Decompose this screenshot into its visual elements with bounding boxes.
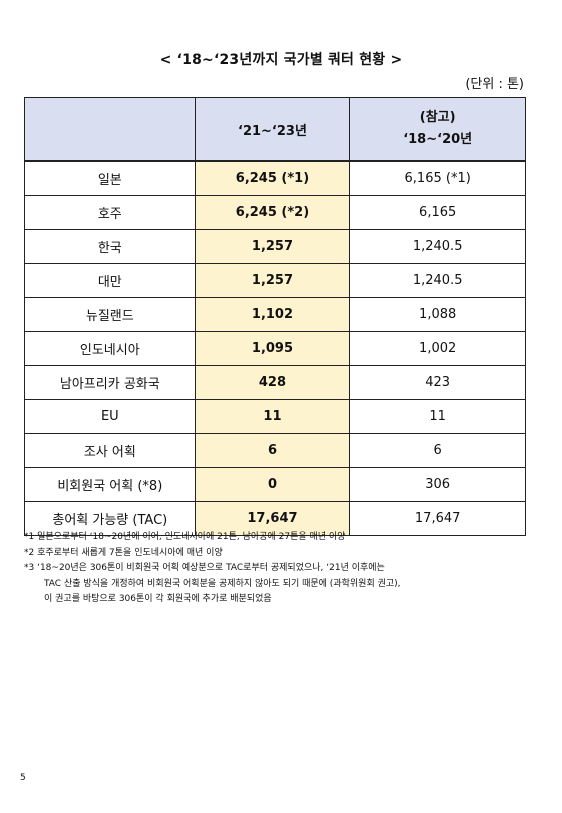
header-reference-years: ‘18~‘20년: [403, 132, 473, 147]
country-cell: 호주: [24, 195, 196, 230]
quota-2018-2020-cell: 1,240.5: [349, 229, 526, 264]
quota-2021-2023-cell: 1,257: [194, 263, 351, 298]
table-row: 대만 1,257 1,240.5: [24, 263, 526, 298]
header-2021-2023: ‘21~‘23년: [194, 97, 351, 162]
table-row: 일본 6,245 (*1) 6,165 (*1): [24, 160, 526, 196]
country-cell: 대만: [24, 263, 196, 298]
quota-2021-2023-cell: 0: [194, 467, 351, 502]
country-cell: 일본: [24, 160, 196, 196]
quota-2018-2020-cell: 306: [349, 467, 526, 502]
table-row: 호주 6,245 (*2) 6,165: [24, 195, 526, 230]
footnote-1: *1 일본으로부터 ‘18~20년에 이어, 인도네시아에 21톤, 남아공에 …: [24, 532, 346, 542]
table-row: 남아프리카 공화국 428 423: [24, 365, 526, 400]
table-row: 비회원국 어획 (*8) 0 306: [24, 467, 526, 502]
quota-2018-2020-cell: 1,002: [349, 331, 526, 366]
quota-2018-2020-cell: 6,165 (*1): [349, 160, 526, 196]
country-cell: EU: [24, 399, 196, 434]
document-title: < ‘18~‘23년까지 국가별 쿼터 현황 >: [159, 52, 403, 68]
table-row: 한국 1,257 1,240.5: [24, 229, 526, 264]
footnote-2: *2 호주로부터 새롭게 7톤을 인도네시아에 매년 이양: [24, 547, 223, 558]
table-row: 조사 어획 6 6: [24, 433, 526, 468]
unit-label: (단위 : 톤): [465, 77, 524, 92]
footnotes: *1 일본으로부터 ‘18~20년에 이어, 인도네시아에 21톤, 남아공에 …: [24, 530, 544, 608]
footnote-3: *3 ‘18~20년은 306톤이 비회원국 어획 예상분으로 TAC로부터 공…: [24, 563, 385, 573]
table-row: 뉴질랜드 1,102 1,088: [24, 297, 526, 332]
country-cell: 한국: [24, 229, 196, 264]
quota-2021-2023-cell: 1,095: [194, 331, 351, 366]
quota-2021-2023-cell: 6,245 (*2): [194, 195, 351, 230]
quota-2021-2023-cell: 1,257: [194, 229, 351, 264]
quota-2018-2020-cell: 1,088: [349, 297, 526, 332]
quota-2021-2023-cell: 428: [194, 365, 351, 400]
header-2018-2020: (참고) ‘18~‘20년: [349, 97, 526, 162]
quota-2021-2023-cell: 6: [194, 433, 351, 468]
quota-2018-2020-cell: 6,165: [349, 195, 526, 230]
table-header-row: ‘21~‘23년 (참고) ‘18~‘20년: [24, 97, 526, 162]
quota-2018-2020-cell: 11: [349, 399, 526, 434]
country-cell: 총어획 가능량 (TAC): [24, 501, 196, 536]
quota-2021-2023-cell: 6,245 (*1): [194, 160, 351, 196]
page-number: 5: [20, 773, 26, 783]
country-cell: 비회원국 어획 (*8): [24, 467, 196, 502]
country-cell: 뉴질랜드: [24, 297, 196, 332]
country-cell: 남아프리카 공화국: [24, 365, 196, 400]
country-cell: 조사 어획: [24, 433, 196, 468]
header-country: [24, 97, 196, 162]
table-row: 인도네시아 1,095 1,002: [24, 331, 526, 366]
quota-2018-2020-cell: 6: [349, 433, 526, 468]
table-row: EU 11 11: [24, 399, 526, 434]
footnote-3-continued: 이 권고를 바탕으로 306톤이 각 회원국에 추가로 배분되었음: [44, 594, 272, 604]
quota-2021-2023-cell: 11: [194, 399, 351, 434]
country-cell: 인도네시아: [24, 331, 196, 366]
footnote-3-continued: TAC 산출 방식을 개정하여 비회원국 어획분을 공제하지 않아도 되기 때문…: [44, 578, 401, 589]
quota-2018-2020-cell: 1,240.5: [349, 263, 526, 298]
quota-2021-2023-cell: 17,647: [194, 501, 351, 536]
quota-table: ‘21~‘23년 (참고) ‘18~‘20년 일본 6,245 (*1) 6,165…: [24, 97, 526, 536]
table-row-total: 총어획 가능량 (TAC) 17,647 17,647: [24, 501, 526, 536]
quota-2021-2023-cell: 1,102: [194, 297, 351, 332]
quota-2018-2020-cell: 423: [349, 365, 526, 400]
quota-2018-2020-cell: 17,647: [349, 501, 526, 536]
header-reference-label: (참고): [419, 110, 456, 125]
